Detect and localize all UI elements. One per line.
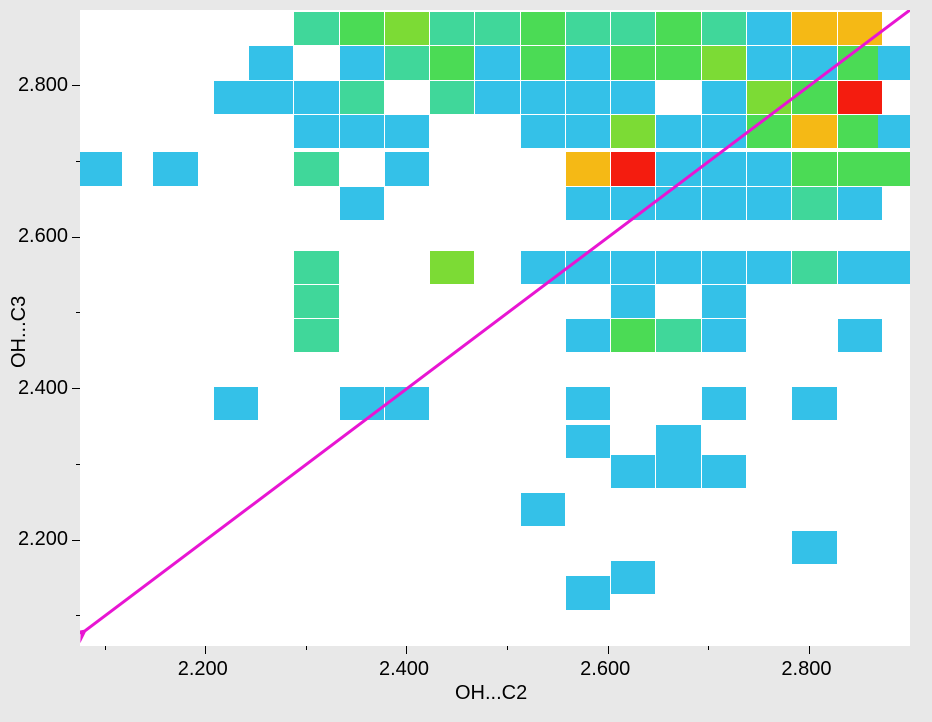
x-minor-tick	[105, 646, 106, 650]
x-minor-tick	[708, 646, 709, 650]
y-tick-label: 2.400	[18, 377, 68, 400]
x-minor-tick	[507, 646, 508, 650]
x-tick-label: 2.400	[379, 658, 429, 681]
x-tick	[205, 646, 206, 654]
y-tick	[72, 388, 80, 389]
y-minor-tick	[76, 312, 80, 313]
x-tick	[406, 646, 407, 654]
diagonal-arrow	[80, 10, 910, 646]
y-tick-label: 2.800	[18, 74, 68, 97]
x-tick	[608, 646, 609, 654]
x-tick	[809, 646, 810, 654]
y-tick	[72, 540, 80, 541]
y-tick-label: 2.200	[18, 528, 68, 551]
y-axis-title: OH...C3	[8, 296, 31, 368]
y-tick	[72, 237, 80, 238]
x-tick-label: 2.800	[781, 658, 831, 681]
y-minor-tick	[76, 615, 80, 616]
y-minor-tick	[76, 464, 80, 465]
plot-area	[80, 10, 910, 646]
x-tick-label: 2.200	[178, 658, 228, 681]
y-tick	[72, 85, 80, 86]
x-axis-title: OH...C2	[455, 682, 527, 705]
y-tick-label: 2.600	[18, 225, 68, 248]
chart-figure: OH...C2 OH...C3 2.200 2.400 2.600 2.800 2.20…	[0, 0, 932, 722]
x-tick-label: 2.600	[580, 658, 630, 681]
y-minor-tick	[76, 161, 80, 162]
x-minor-tick	[306, 646, 307, 650]
